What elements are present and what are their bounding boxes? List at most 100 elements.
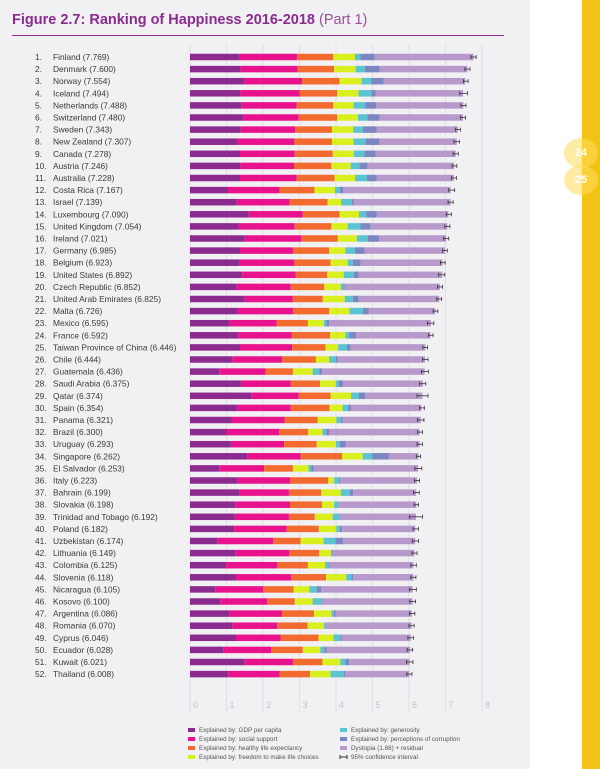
country-label: Guatemala (6.436): [53, 367, 123, 377]
bar-segment-social: [244, 77, 303, 85]
confidence-interval: [408, 623, 415, 628]
country-row: 47. Argentina (6.086): [35, 609, 416, 619]
bar-segment-social: [240, 90, 300, 97]
country-label: Slovakia (6.198): [53, 500, 114, 510]
bar-segment-generosity: [336, 380, 339, 387]
bar-segment-gdp: [190, 477, 238, 484]
bar-segment-generosity: [340, 283, 344, 291]
confidence-interval: [427, 321, 435, 326]
bar-segment-dystopia: [379, 114, 464, 121]
bar-segment-generosity: [322, 428, 327, 436]
rank-label: 34.: [35, 451, 47, 461]
legend-item-generosity: Explained by: generosity: [340, 727, 420, 734]
bar-segment-freedom: [333, 53, 355, 61]
country-label: United States (6.892): [53, 270, 132, 280]
bar-segment-social: [236, 283, 291, 291]
bar-segment-health: [277, 622, 308, 629]
bar-segment-social: [220, 598, 268, 605]
bar-segment-generosity: [338, 344, 347, 351]
confidence-interval: [407, 635, 414, 640]
bar-segment-dystopia: [360, 259, 443, 266]
legend-label: Explained by: social support: [199, 736, 278, 743]
bar-segment-corruption: [353, 271, 359, 279]
bar-segment-freedom: [337, 90, 359, 97]
bar-segment-generosity: [331, 610, 334, 617]
confidence-interval: [415, 454, 422, 459]
bar-segment-dystopia: [379, 65, 468, 73]
legend-item-dystopia: Dystopia (1.88) + residual: [340, 745, 423, 752]
bar-segment-freedom: [331, 162, 351, 170]
country-label: Nicaragua (6.105): [53, 584, 120, 594]
bar-segment-freedom: [322, 501, 335, 508]
bar-segment-generosity: [323, 319, 327, 327]
bar-segment-freedom: [307, 319, 324, 327]
bar-segment-generosity: [349, 307, 364, 315]
bar-segment-gdp: [190, 380, 242, 387]
bar-segment-gdp: [190, 102, 242, 109]
bar-segment-freedom: [292, 368, 313, 375]
country-label: Czech Republic (6.852): [53, 282, 141, 292]
confidence-interval: [413, 502, 419, 507]
bar-segment-social: [244, 658, 293, 666]
bar-segment-health: [277, 561, 308, 569]
bar-segment-social: [219, 368, 266, 375]
legend-swatch: [188, 737, 195, 741]
bar-segment-dystopia: [342, 380, 423, 387]
bar-segment-freedom: [329, 404, 343, 412]
country-label: Brazil (6.300): [53, 427, 103, 437]
bar-segment-dystopia: [313, 465, 419, 472]
bar-segment-social: [232, 622, 278, 629]
bar-segment-corruption: [349, 332, 357, 339]
bar-segment-generosity: [354, 174, 368, 182]
rank-label: 26.: [35, 355, 47, 365]
bar-segment-generosity: [355, 65, 365, 73]
bar-segment-social: [230, 440, 285, 448]
x-tick-label: 1: [230, 700, 235, 710]
country-label: Denmark (7.600): [53, 64, 116, 74]
bar-segment-corruption: [360, 53, 375, 61]
bar-segment-corruption: [371, 77, 384, 85]
bar-segment-corruption: [336, 356, 338, 363]
rank-label: 48.: [35, 621, 47, 631]
bar-segment-dystopia: [375, 90, 464, 97]
country-label: Ireland (7.021): [53, 234, 108, 244]
page-number-25[interactable]: 25: [564, 165, 598, 195]
country-row: 24. France (6.592): [35, 330, 434, 340]
bar-segment-gdp: [190, 126, 241, 133]
bar-segment-social: [219, 465, 265, 472]
bar-segment-health: [271, 646, 303, 654]
bar-segment-freedom: [310, 670, 331, 678]
country-row: 39. Trinidad and Tobago (6.192): [35, 512, 423, 522]
bar-segment-social: [238, 223, 295, 230]
bar-segment-dystopia: [376, 174, 454, 182]
page-number-24[interactable]: 24: [564, 138, 598, 168]
bar-segment-corruption: [367, 114, 380, 121]
bar-segment-gdp: [190, 344, 241, 351]
bar-segment-gdp: [190, 537, 218, 545]
bar-segment-health: [291, 332, 331, 339]
country-row: 26. Chile (6.444): [35, 355, 429, 365]
bar-segment-health: [280, 634, 319, 642]
bar-segment-freedom: [326, 574, 347, 581]
rank-label: 14.: [35, 209, 47, 219]
bar-segment-gdp: [190, 598, 221, 605]
rank-label: 36.: [35, 476, 47, 486]
bar-segment-gdp: [190, 211, 249, 218]
bar-segment-generosity: [357, 114, 368, 121]
country-row: 20. Czech Republic (6.852): [35, 282, 443, 292]
bar-segment-dystopia: [376, 211, 449, 218]
country-row: 1. Finland (7.769): [35, 52, 477, 62]
bar-segment-gdp: [190, 114, 243, 121]
rank-label: 3.: [35, 76, 42, 86]
bar-segment-freedom: [300, 537, 324, 545]
bar-segment-dystopia: [335, 610, 412, 617]
country-label: Saudi Arabia (6.375): [53, 379, 130, 389]
country-label: Lithuania (6.149): [53, 548, 116, 558]
rank-label: 25.: [35, 342, 47, 352]
confidence-interval: [416, 393, 429, 398]
bar-segment-generosity: [347, 223, 361, 230]
bar-segment-freedom: [324, 283, 341, 291]
bar-segment-corruption: [364, 65, 380, 73]
bar-segment-gdp: [190, 235, 245, 242]
bar-segment-corruption: [363, 307, 369, 315]
